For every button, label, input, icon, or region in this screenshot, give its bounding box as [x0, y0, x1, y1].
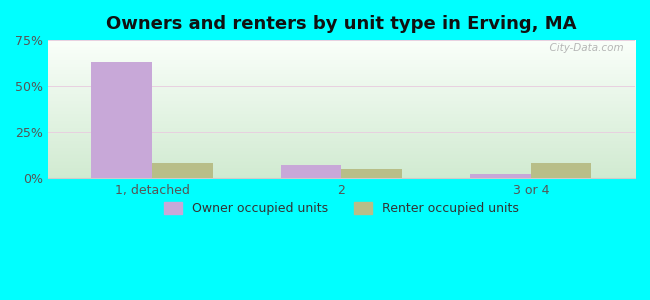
Bar — [341, 169, 402, 178]
Text: City-Data.com: City-Data.com — [543, 43, 623, 53]
Legend: Owner occupied units, Renter occupied units: Owner occupied units, Renter occupied un… — [157, 196, 525, 221]
Bar — [470, 174, 531, 178]
Bar — [152, 164, 213, 178]
Title: Owners and renters by unit type in Erving, MA: Owners and renters by unit type in Ervin… — [106, 15, 577, 33]
Bar — [92, 62, 152, 178]
Bar — [531, 164, 592, 178]
Bar — [281, 165, 341, 178]
